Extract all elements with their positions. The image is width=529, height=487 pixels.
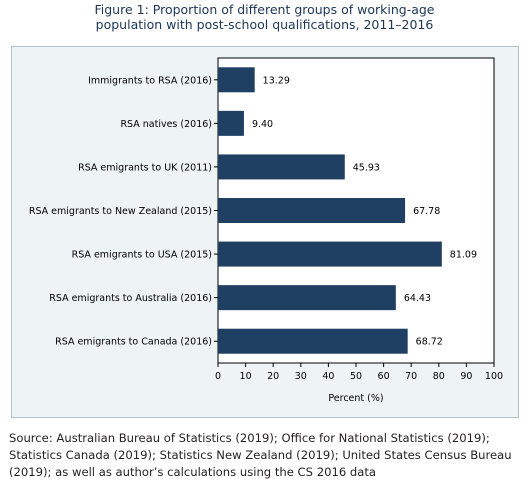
figure-title-line-2: population with post-school qualificatio… <box>95 17 434 32</box>
data-label: 81.09 <box>450 250 477 261</box>
x-tick-label: 50 <box>350 371 362 382</box>
figure-title: Figure 1: Proportion of different groups… <box>0 2 529 32</box>
x-tick-label: 40 <box>322 371 334 382</box>
bar <box>218 67 255 93</box>
category-label: RSA emigrants to Australia (2016) <box>49 293 212 304</box>
bar <box>218 241 442 267</box>
bar <box>218 110 244 136</box>
bar <box>218 328 408 354</box>
data-label: 68.72 <box>416 337 443 348</box>
bar-chart: 13.29 Immigrants to RSA (2016) 9.40 RSA nat… <box>29 57 503 404</box>
bar <box>218 198 406 223</box>
data-label: 9.40 <box>252 119 273 130</box>
figure-title-line-1: Figure 1: Proportion of different groups… <box>94 2 435 17</box>
data-label: 13.29 <box>263 75 290 86</box>
chart-panel: 13.29 Immigrants to RSA (2016) 9.40 RSA nat… <box>11 46 519 418</box>
bar <box>218 285 396 311</box>
x-axis-label: Percent (%) <box>328 393 383 404</box>
x-tick-label: 80 <box>433 371 445 382</box>
category-label: Immigrants to RSA (2016) <box>88 75 212 86</box>
x-tick-label: 100 <box>485 371 503 382</box>
x-tick-label: 30 <box>295 371 307 382</box>
category-label: RSA emigrants to Canada (2016) <box>55 337 212 348</box>
category-label: RSA natives (2016) <box>120 119 212 130</box>
category-label: RSA emigrants to UK (2011) <box>78 162 212 173</box>
x-tick-label: 60 <box>378 371 390 382</box>
data-label: 67.78 <box>413 206 440 217</box>
data-label: 45.93 <box>353 162 380 173</box>
x-tick-label: 70 <box>405 371 417 382</box>
x-tick-label: 0 <box>215 371 221 382</box>
x-tick-label: 10 <box>240 371 252 382</box>
x-tick-label: 90 <box>460 371 472 382</box>
x-tick-label: 20 <box>267 371 279 382</box>
data-label: 64.43 <box>404 293 431 304</box>
source-note: Source: Australian Bureau of Statistics … <box>9 431 512 479</box>
category-label: RSA emigrants to USA (2015) <box>72 250 212 261</box>
category-label: RSA emigrants to New Zealand (2015) <box>29 206 212 217</box>
bar <box>218 154 345 180</box>
